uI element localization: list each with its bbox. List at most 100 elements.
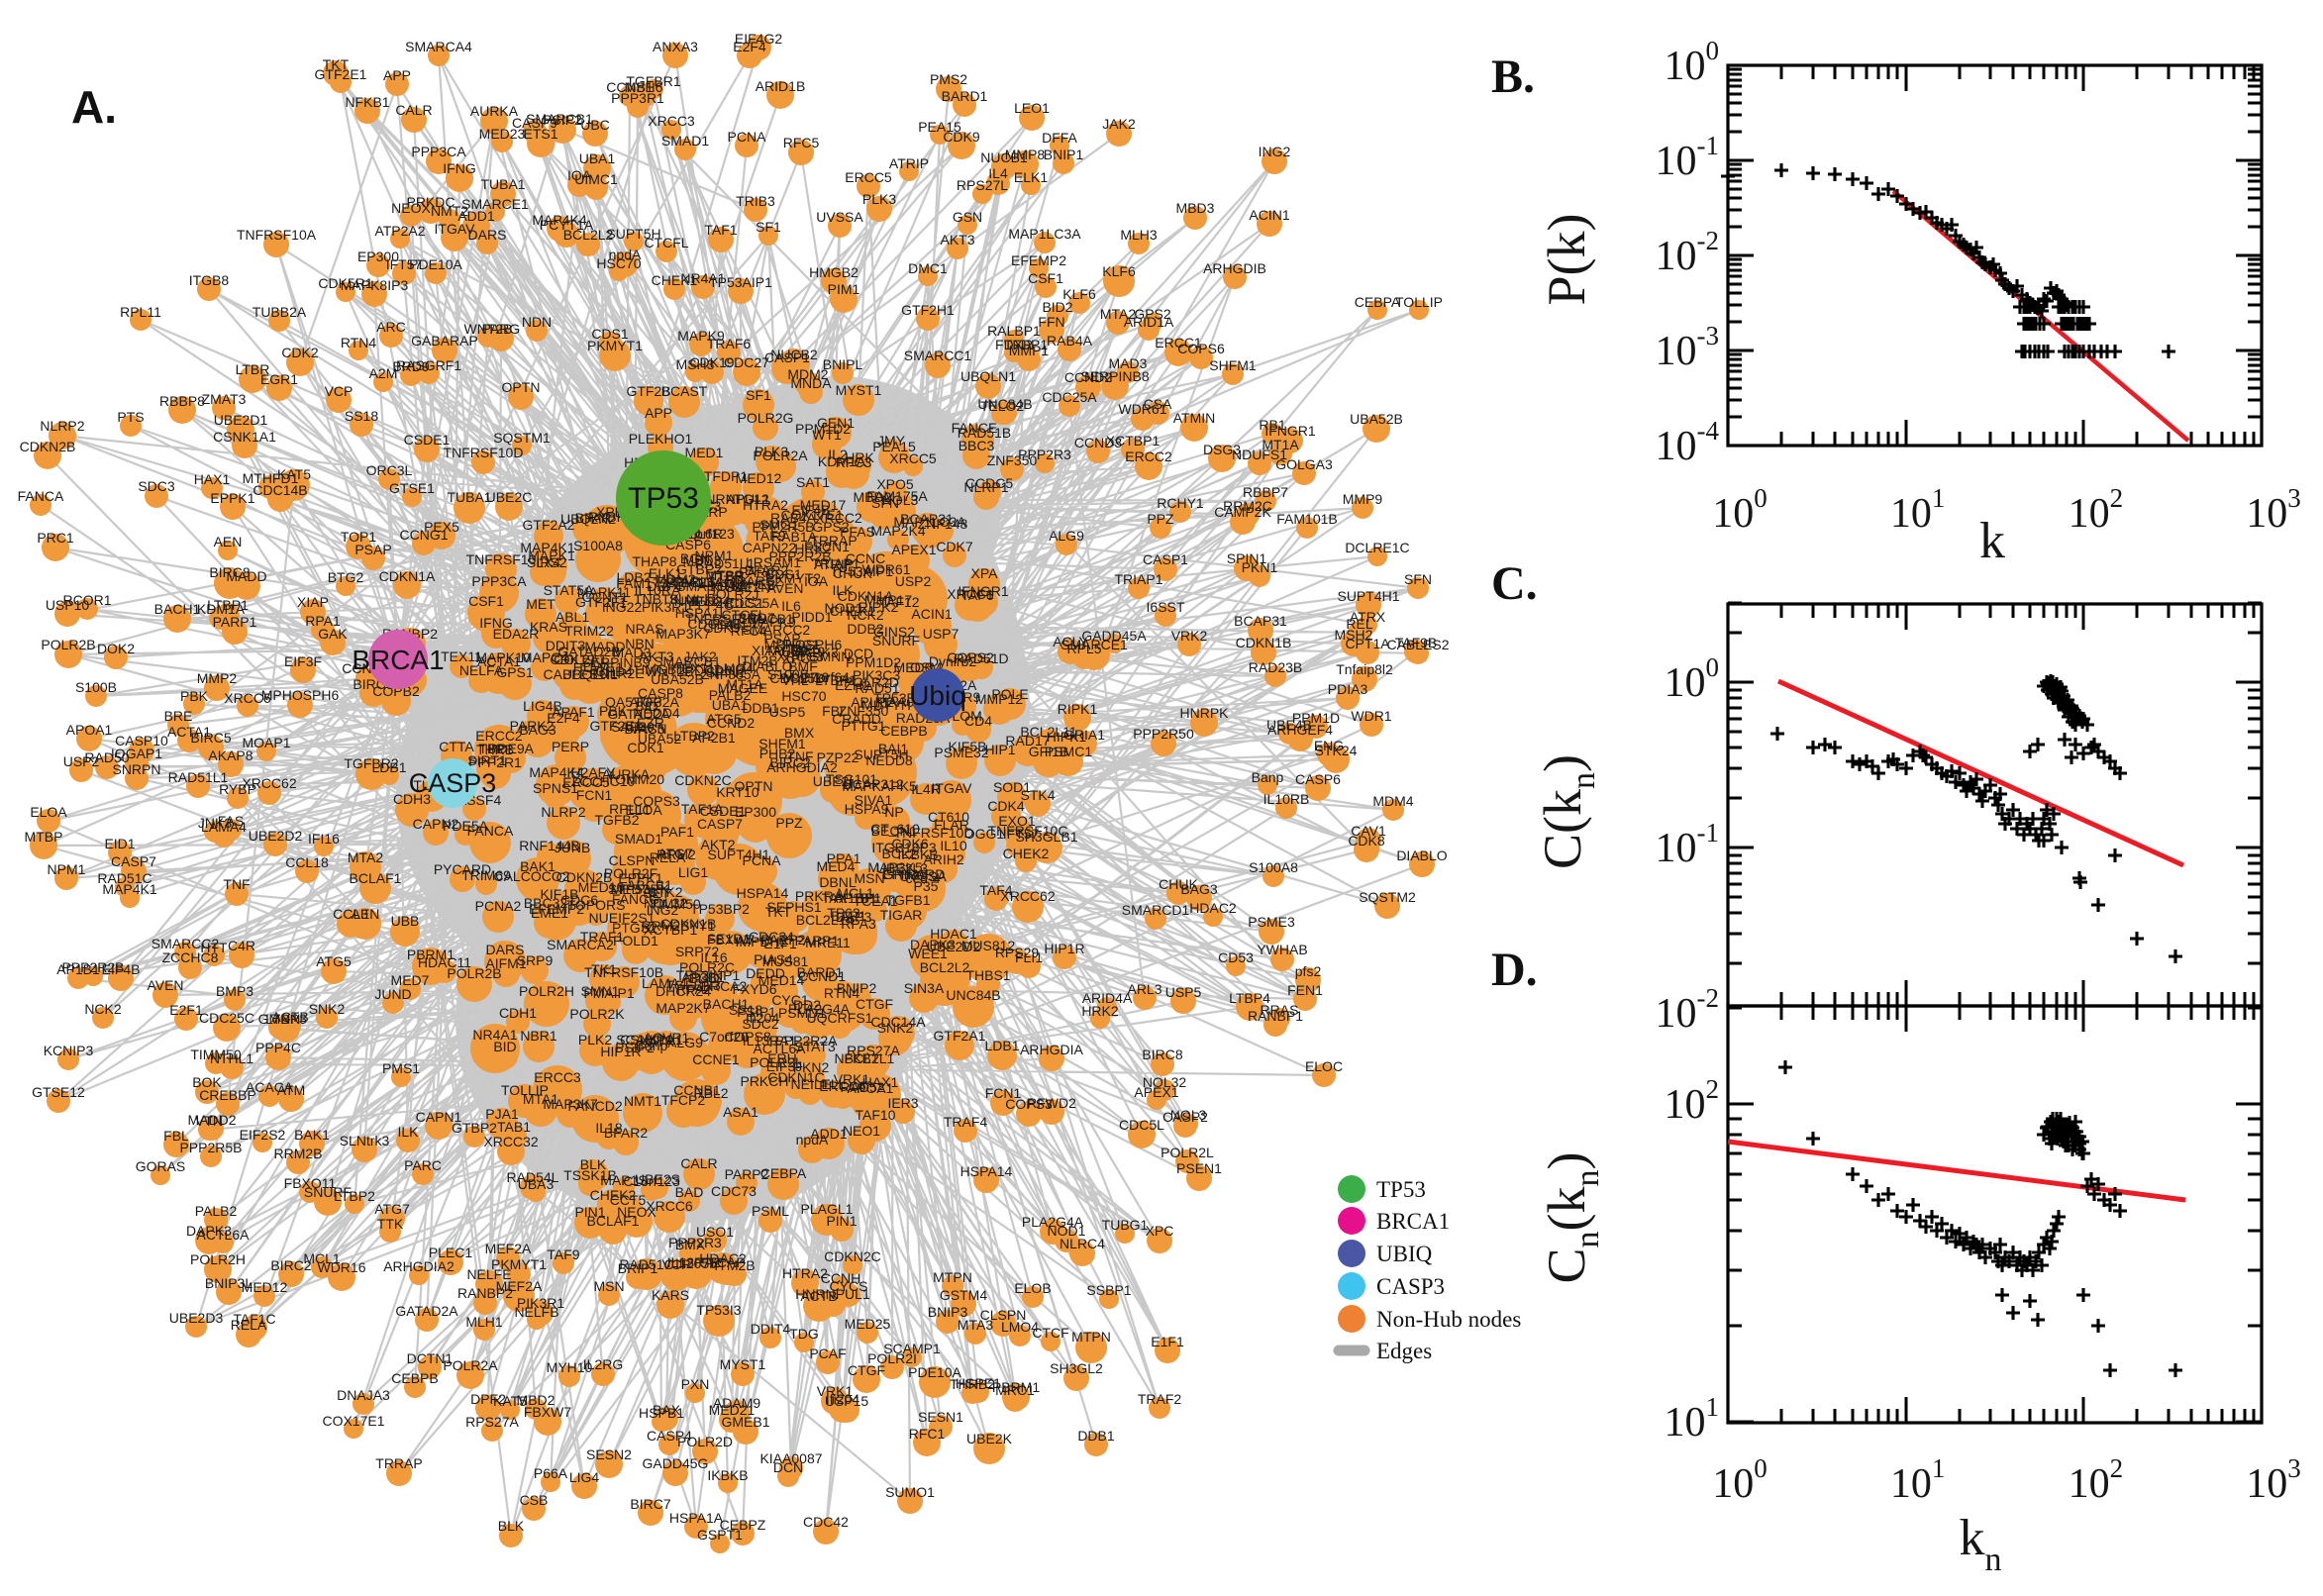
svg-text:SQSTM2: SQSTM2 — [1359, 889, 1416, 905]
svg-text:BIRC5: BIRC5 — [190, 730, 231, 746]
svg-text:CREBBP: CREBBP — [199, 1087, 256, 1103]
svg-text:MPHOSPH6: MPHOSPH6 — [764, 637, 843, 652]
svg-text:CD4: CD4 — [964, 713, 992, 729]
svg-text:MMP17: MMP17 — [864, 592, 912, 608]
svg-text:XIAP: XIAP — [752, 643, 783, 658]
svg-text:TAF1A: TAF1A — [681, 801, 724, 817]
svg-text:Banp: Banp — [1252, 769, 1284, 785]
svg-text:RFC5: RFC5 — [783, 135, 820, 150]
svg-text:CAPN1: CAPN1 — [416, 1109, 462, 1125]
svg-text:POLR2I: POLR2I — [867, 1350, 917, 1366]
svg-text:DBNL: DBNL — [819, 874, 857, 890]
svg-text:MSH6: MSH6 — [625, 79, 663, 95]
svg-text:PBK: PBK — [180, 688, 209, 704]
svg-text:RANBP1: RANBP1 — [1248, 1008, 1303, 1024]
svg-text:ARID1B: ARID1B — [756, 78, 806, 94]
svg-text:ARHGDIA2: ARHGDIA2 — [766, 759, 838, 775]
svg-text:XRCC2: XRCC2 — [815, 510, 862, 526]
svg-text:DARS: DARS — [486, 942, 525, 957]
svg-text:DCTN1: DCTN1 — [407, 1350, 454, 1366]
svg-text:COPS6: COPS6 — [1177, 341, 1225, 356]
svg-text:MTHFD1: MTHFD1 — [243, 470, 299, 486]
svg-text:GATAD2A: GATAD2A — [395, 1303, 458, 1319]
svg-text:IL18: IL18 — [595, 1120, 622, 1136]
svg-text:SH3GL2: SH3GL2 — [1050, 1360, 1103, 1376]
svg-text:CASP8: CASP8 — [638, 685, 683, 701]
svg-text:IL2RG: IL2RG — [583, 1356, 623, 1372]
svg-text:SMARCA4: SMARCA4 — [405, 39, 472, 54]
svg-text:CCND3: CCND3 — [1074, 435, 1122, 450]
svg-text:LTBP4: LTBP4 — [1229, 990, 1270, 1006]
svg-text:FLAR: FLAR — [934, 817, 969, 833]
svg-text:SUPT4H1: SUPT4H1 — [707, 847, 769, 862]
svg-text:YWHAB: YWHAB — [1257, 942, 1307, 957]
svg-text:BTK2: BTK2 — [648, 884, 682, 900]
svg-text:E1F1: E1F1 — [763, 936, 797, 951]
svg-text:COL2A1: COL2A1 — [554, 651, 607, 667]
svg-text:RFC1: RFC1 — [909, 1426, 946, 1442]
svg-text:RTN4: RTN4 — [341, 335, 377, 350]
svg-text:TRRAP: TRRAP — [375, 1455, 422, 1471]
svg-text:MED6: MED6 — [894, 659, 933, 675]
svg-text:ZNF350: ZNF350 — [839, 703, 889, 719]
svg-text:TRIM22: TRIM22 — [564, 623, 614, 639]
svg-text:RAD51: RAD51 — [855, 680, 899, 696]
svg-text:SOD1: SOD1 — [993, 779, 1031, 795]
svg-text:USP5: USP5 — [769, 704, 806, 720]
svg-text:TGFBR3: TGFBR3 — [665, 977, 720, 993]
svg-text:NPM1: NPM1 — [48, 861, 86, 877]
svg-text:PPP2R3: PPP2R3 — [1018, 447, 1071, 462]
svg-text:ELOB: ELOB — [1014, 1280, 1051, 1296]
svg-text:SUMO1: SUMO1 — [885, 1484, 935, 1500]
svg-text:CDH3: CDH3 — [393, 791, 431, 807]
svg-text:LDB1: LDB1 — [371, 759, 406, 775]
svg-text:Non-Hub nodes: Non-Hub nodes — [1376, 1307, 1521, 1332]
svg-text:C7orf64: C7orf64 — [800, 669, 850, 685]
svg-text:KRT10: KRT10 — [716, 784, 759, 800]
svg-text:CLSPN: CLSPN — [980, 1307, 1027, 1323]
svg-text:BTG2: BTG2 — [328, 569, 364, 585]
svg-text:BAX: BAX — [653, 1402, 681, 1418]
svg-text:ERCC3: ERCC3 — [534, 1069, 581, 1085]
svg-text:MAP2K7: MAP2K7 — [656, 1000, 710, 1016]
svg-text:CEBPA: CEBPA — [1355, 294, 1401, 310]
svg-text:PPP2R5B: PPP2R5B — [752, 519, 814, 535]
svg-text:TUBB2A: TUBB2A — [252, 304, 307, 320]
svg-text:CSNK1A1: CSNK1A1 — [213, 429, 276, 445]
svg-text:NUCB1: NUCB1 — [980, 150, 1028, 165]
svg-text:BMP3: BMP3 — [216, 983, 253, 999]
svg-text:GATAD2B: GATAD2B — [557, 644, 620, 659]
svg-text:PZP22: PZP22 — [817, 749, 859, 765]
svg-text:MAP4K1: MAP4K1 — [102, 881, 156, 897]
svg-text:THBS1: THBS1 — [965, 967, 1010, 983]
svg-text:VASN: VASN — [630, 721, 666, 737]
svg-text:CDC27: CDC27 — [724, 354, 769, 370]
svg-text:BIRC7: BIRC7 — [630, 1496, 670, 1512]
svg-text:THAP8: THAP8 — [632, 553, 676, 569]
svg-text:BCAP312: BCAP312 — [843, 776, 904, 792]
svg-text:VRK1: VRK1 — [834, 1071, 870, 1087]
svg-text:MAP1S: MAP1S — [600, 1172, 647, 1188]
svg-text:ARIH2: ARIH2 — [923, 851, 963, 867]
svg-text:ALG9: ALG9 — [667, 1035, 703, 1050]
svg-text:GTF2E1: GTF2E1 — [315, 66, 367, 82]
svg-text:GSPT1: GSPT1 — [697, 1527, 743, 1543]
svg-text:HTRA2: HTRA2 — [743, 497, 788, 513]
svg-text:MED17: MED17 — [800, 497, 847, 513]
svg-text:ELL: ELL — [822, 1076, 847, 1092]
svg-text:DCLRE1C: DCLRE1C — [1345, 540, 1409, 555]
svg-text:ARL3: ARL3 — [680, 573, 715, 589]
svg-text:SAP30: SAP30 — [611, 719, 655, 735]
svg-text:AIFM1: AIFM1 — [485, 955, 526, 971]
svg-text:BCL2L1: BCL2L1 — [845, 1050, 895, 1066]
svg-text:GMNN: GMNN — [809, 648, 852, 664]
svg-text:XRCC3: XRCC3 — [648, 113, 695, 129]
svg-text:PXN: PXN — [681, 1376, 710, 1392]
svg-text:XRCC6: XRCC6 — [224, 690, 271, 706]
svg-text:ATP2A2: ATP2A2 — [374, 223, 425, 239]
svg-text:RASGRF1: RASGRF1 — [396, 357, 461, 373]
svg-text:NPM1: NPM1 — [695, 548, 734, 563]
svg-text:EGR1: EGR1 — [260, 371, 298, 387]
svg-text:ITGB8: ITGB8 — [189, 272, 230, 288]
svg-text:POLR2L: POLR2L — [750, 1054, 803, 1070]
